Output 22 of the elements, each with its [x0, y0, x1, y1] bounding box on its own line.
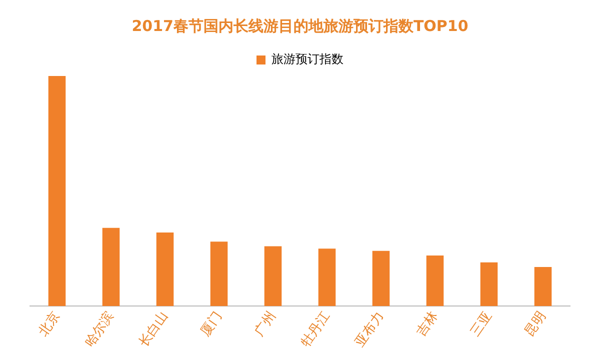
bar — [156, 232, 174, 306]
x-tick-label: 广州 — [252, 309, 280, 340]
bar — [318, 248, 336, 306]
bar — [264, 246, 282, 306]
bar — [102, 228, 120, 306]
bar — [372, 250, 390, 306]
x-tick-label: 牡丹江 — [298, 309, 334, 350]
x-tick-label: 三亚 — [468, 309, 496, 340]
x-tick-label: 昆明 — [522, 309, 550, 340]
x-tick-label: 吉林 — [414, 309, 442, 340]
x-tick-label: 北京 — [36, 309, 64, 340]
x-tick-label: 长白山 — [136, 309, 172, 350]
bar — [210, 242, 228, 306]
x-tick-label: 哈尔滨 — [82, 308, 118, 350]
x-tick-label: 亚布力 — [352, 309, 388, 350]
bar — [480, 262, 498, 306]
bar — [426, 255, 444, 306]
chart-title: 2017春节国内长线游目的地旅游预订指数TOP10 — [132, 16, 468, 35]
legend-label: 旅游预订指数 — [272, 52, 344, 66]
bar — [534, 266, 552, 306]
bar — [48, 76, 66, 306]
x-tick-label: 厦门 — [197, 308, 226, 340]
